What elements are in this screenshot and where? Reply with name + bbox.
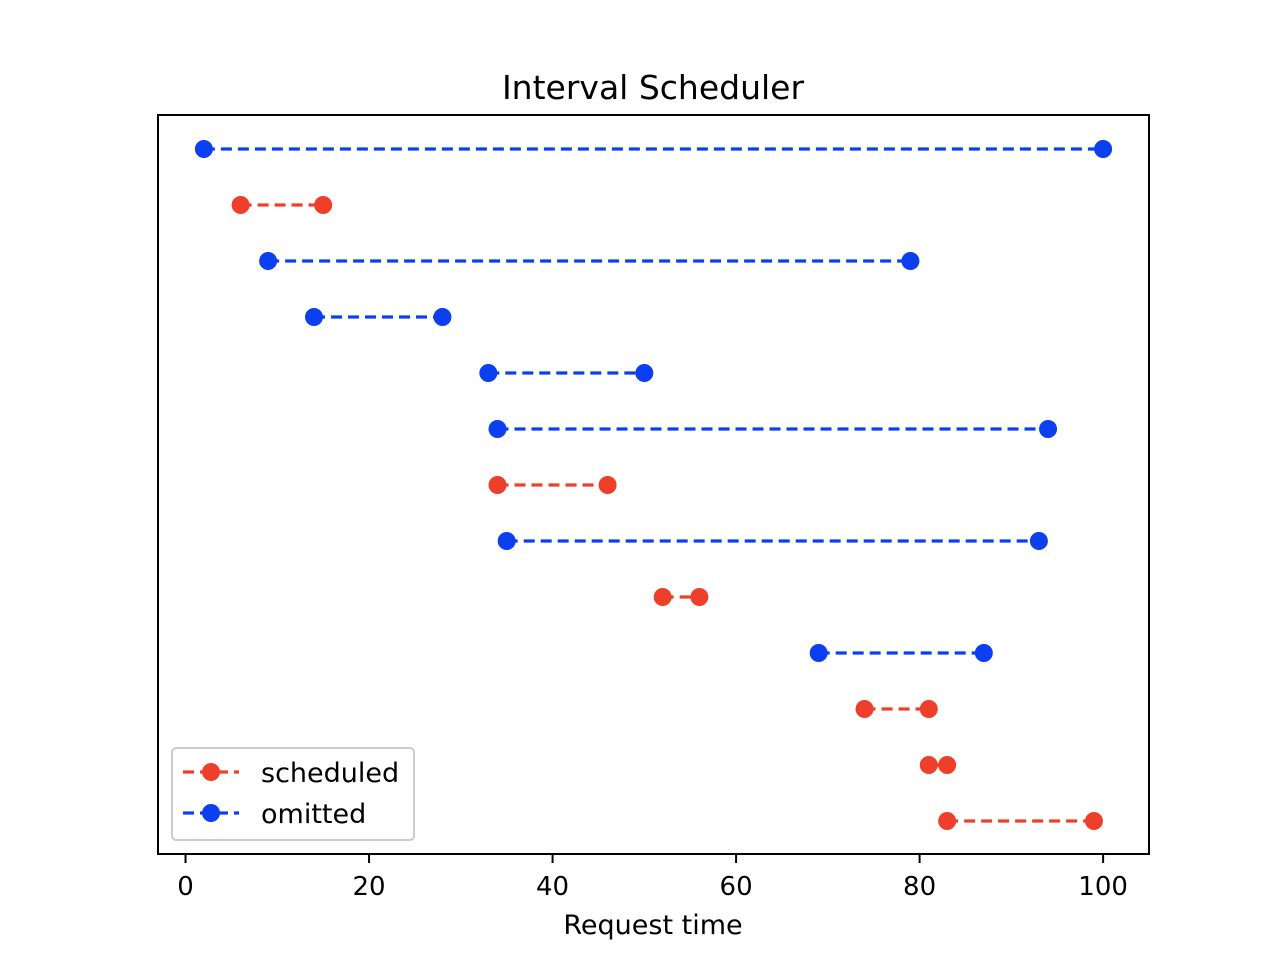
interval-2-scheduled	[231, 196, 333, 214]
interval-start-point	[919, 756, 938, 774]
interval-start-point	[653, 588, 672, 606]
x-tick-label: 100	[1078, 872, 1128, 902]
interval-12-scheduled	[919, 756, 957, 774]
legend-label: omitted	[261, 799, 366, 830]
interval-end-point	[433, 308, 452, 326]
x-tick-label: 80	[903, 872, 936, 902]
interval-start-point	[304, 308, 323, 326]
interval-end-point	[974, 644, 993, 662]
interval-7-scheduled	[488, 476, 617, 494]
interval-end-point	[635, 364, 654, 382]
interval-end-point	[1039, 420, 1058, 438]
interval-1-omitted	[194, 140, 1113, 158]
interval-marks	[194, 140, 1113, 830]
interval-start-point	[497, 532, 516, 550]
x-axis-label: Request time	[563, 910, 742, 941]
interval-end-point	[1084, 812, 1103, 830]
interval-start-point	[809, 644, 828, 662]
interval-end-point	[1029, 532, 1048, 550]
interval-start-point	[259, 252, 278, 270]
interval-end-point	[1094, 140, 1113, 158]
interval-8-omitted	[497, 532, 1048, 550]
legend-box	[171, 747, 415, 841]
interval-end-point	[901, 252, 920, 270]
interval-start-point	[488, 420, 507, 438]
x-axis: 0 20 40 60 80 100	[177, 854, 1128, 902]
legend-label: scheduled	[261, 758, 399, 789]
interval-3-omitted	[259, 252, 920, 270]
interval-end-point	[598, 476, 617, 494]
interval-start-point	[938, 812, 957, 830]
interval-end-point	[938, 756, 957, 774]
chart-title: Interval Scheduler	[502, 68, 805, 107]
interval-5-omitted	[479, 364, 654, 382]
interval-13-scheduled	[938, 812, 1103, 830]
x-tick-label: 40	[536, 872, 569, 902]
x-tick-label: 60	[720, 872, 753, 902]
interval-11-scheduled	[855, 700, 938, 718]
interval-start-point	[231, 196, 250, 214]
x-tick-label: 20	[352, 872, 385, 902]
interval-start-point	[194, 140, 213, 158]
plot-frame	[157, 114, 1150, 855]
interval-start-point	[855, 700, 874, 718]
legend-entry-scheduled: scheduled	[183, 758, 399, 789]
interval-start-point	[479, 364, 498, 382]
interval-end-point	[919, 700, 938, 718]
interval-start-point	[488, 476, 507, 494]
legend-entry-omitted: omitted	[183, 799, 366, 830]
interval-4-omitted	[304, 308, 452, 326]
interval-9-scheduled	[653, 588, 709, 606]
legend-swatch-marker	[202, 763, 220, 781]
interval-end-point	[314, 196, 333, 214]
legend: scheduled omitted	[171, 747, 415, 841]
interval-10-omitted	[809, 644, 993, 662]
x-tick-label: 0	[177, 872, 194, 902]
legend-swatch-marker	[202, 804, 220, 822]
interval-end-point	[690, 588, 709, 606]
interval-6-omitted	[488, 420, 1058, 438]
